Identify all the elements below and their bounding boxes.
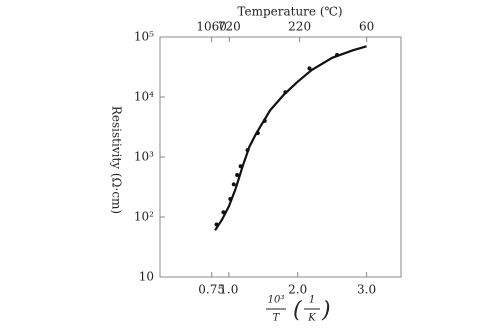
data-point	[231, 182, 236, 187]
x-tick-label: 3.0	[357, 283, 376, 297]
x-tick-label: 1.0	[219, 283, 238, 297]
x-tick-label: 2.0	[288, 283, 307, 297]
data-point	[307, 66, 312, 71]
x2-tick-label: 60	[359, 20, 374, 34]
x-label-numerator: 10³	[268, 295, 285, 306]
x-label-denominator: T	[273, 313, 281, 324]
data-point	[238, 164, 243, 169]
x-tick-label: 0.75	[198, 283, 225, 297]
y-tick-label: 10⁴	[134, 90, 154, 104]
x2-tick-label: 1060	[196, 20, 227, 34]
x-label-paren-denominator: K	[307, 313, 316, 324]
data-point	[255, 131, 260, 136]
y-tick-label: 10	[139, 270, 154, 284]
paren: (	[293, 298, 302, 323]
y-tick-label: 10³	[134, 150, 154, 164]
data-point	[245, 148, 250, 153]
top-axis-title: Temperature (℃)	[237, 5, 342, 19]
y-axis-title: Resistivity (Ω·cm)	[110, 106, 124, 214]
x2-tick-label: 220	[288, 20, 311, 34]
y-tick-label: 10²	[134, 210, 154, 224]
data-point	[221, 210, 226, 215]
plot-frame	[159, 36, 402, 278]
data-point	[228, 196, 233, 201]
data-point	[335, 53, 340, 58]
data-point	[283, 90, 288, 95]
data-point	[262, 118, 267, 123]
x2-tick-label: 720	[218, 20, 241, 34]
fit-line	[214, 45, 367, 231]
paren: )	[321, 298, 331, 323]
x-label-paren-numerator: 1	[309, 295, 315, 306]
x-axis-title: 10³ T ( 1 K )	[266, 295, 331, 324]
y-tick-label: 10⁵	[134, 30, 154, 44]
data-point	[235, 173, 240, 178]
data-point	[214, 222, 219, 227]
